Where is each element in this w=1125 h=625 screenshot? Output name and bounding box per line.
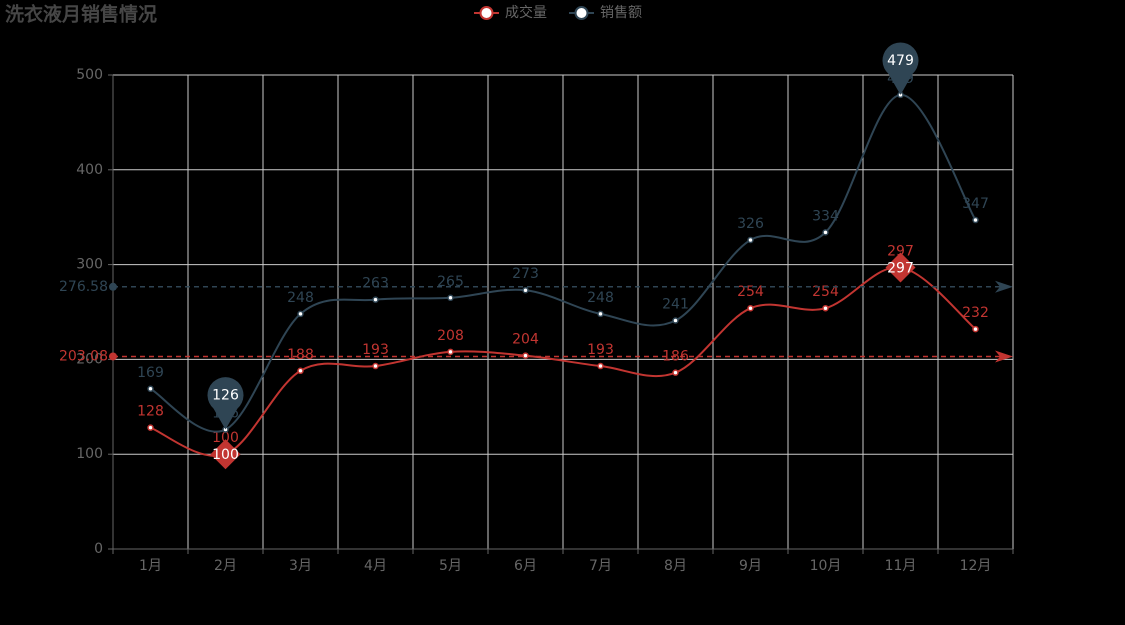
- data-point[interactable]: [147, 385, 154, 393]
- y-tick-label: 400: [76, 162, 103, 178]
- data-point[interactable]: [972, 325, 979, 333]
- mark-point: [207, 377, 244, 430]
- x-tick-label: 5月: [439, 558, 462, 574]
- x-tick-label: 9月: [739, 558, 762, 574]
- y-tick-label: 300: [76, 257, 103, 273]
- y-tick-label: 500: [76, 67, 103, 83]
- data-label: 248: [287, 290, 314, 306]
- x-tick-label: 11月: [885, 558, 917, 574]
- x-tick-label: 12月: [960, 558, 992, 574]
- data-label: 204: [512, 332, 539, 348]
- x-tick-label: 2月: [214, 558, 237, 574]
- mark-point-label: 479: [887, 53, 914, 69]
- data-point[interactable]: [522, 286, 529, 294]
- data-label: 297: [887, 243, 914, 259]
- data-label: 248: [587, 290, 614, 306]
- data-label: 188: [287, 347, 314, 363]
- data-label: 241: [662, 297, 689, 313]
- mark-point-label: 297: [887, 260, 914, 276]
- data-point[interactable]: [747, 304, 754, 312]
- data-label: 265: [437, 274, 464, 290]
- data-point[interactable]: [297, 367, 304, 375]
- data-label: 254: [737, 284, 764, 300]
- legend-label[interactable]: 成交量: [505, 4, 547, 21]
- series-line: [150, 266, 977, 457]
- mark-point-label: 100: [212, 447, 239, 463]
- data-label: 347: [962, 196, 989, 212]
- x-tick-label: 8月: [664, 558, 687, 574]
- data-point[interactable]: [372, 362, 379, 370]
- data-point[interactable]: [372, 296, 379, 303]
- data-label: 334: [812, 208, 839, 224]
- legend-marker[interactable]: [479, 6, 494, 20]
- mark-point: [882, 42, 919, 95]
- data-label: 100: [212, 430, 239, 446]
- average-arrow: [995, 350, 1013, 363]
- series-line: [149, 93, 977, 433]
- x-tick-label: 10月: [810, 558, 842, 574]
- average-arrow: [995, 280, 1013, 293]
- data-point[interactable]: [447, 348, 454, 356]
- data-point[interactable]: [672, 317, 679, 324]
- data-label: 169: [137, 365, 164, 381]
- mark-point: [885, 252, 916, 283]
- data-point[interactable]: [447, 294, 454, 302]
- average-label: 203.08: [59, 348, 108, 364]
- data-label: 326: [737, 216, 764, 232]
- data-point[interactable]: [672, 369, 679, 376]
- data-label: 193: [587, 342, 614, 358]
- x-tick-label: 3月: [289, 558, 312, 574]
- data-point[interactable]: [297, 310, 304, 318]
- y-tick-label: 0: [94, 541, 103, 557]
- data-label: 254: [812, 284, 839, 300]
- x-tick-label: 6月: [514, 558, 537, 574]
- data-label: 273: [512, 266, 539, 282]
- data-point[interactable]: [597, 362, 604, 370]
- data-label: 186: [662, 349, 689, 365]
- x-tick-label: 7月: [589, 558, 612, 574]
- legend-marker[interactable]: [574, 6, 589, 20]
- mark-point-label: 126: [212, 388, 239, 404]
- mark-point: [210, 439, 241, 470]
- legend-label[interactable]: 销售额: [600, 5, 642, 21]
- data-label: 263: [362, 276, 389, 292]
- data-point[interactable]: [522, 352, 529, 359]
- y-tick-label: 200: [76, 351, 103, 367]
- y-tick-label: 100: [76, 446, 103, 462]
- data-point[interactable]: [822, 229, 829, 236]
- data-point[interactable]: [972, 216, 979, 224]
- x-tick-label: 4月: [364, 558, 387, 574]
- data-label: 208: [437, 328, 464, 344]
- data-label: 193: [362, 342, 389, 358]
- average-start: [109, 352, 117, 361]
- data-label: 128: [137, 404, 164, 420]
- average-start: [109, 282, 117, 291]
- data-point[interactable]: [747, 236, 754, 244]
- chart-title: 洗衣液月销售情况: [5, 3, 157, 26]
- data-point[interactable]: [597, 310, 604, 318]
- data-point[interactable]: [147, 424, 154, 431]
- data-point[interactable]: [822, 304, 829, 312]
- x-tick-label: 1月: [139, 558, 162, 574]
- average-label: 276.58: [59, 279, 108, 295]
- data-label: 232: [962, 305, 989, 321]
